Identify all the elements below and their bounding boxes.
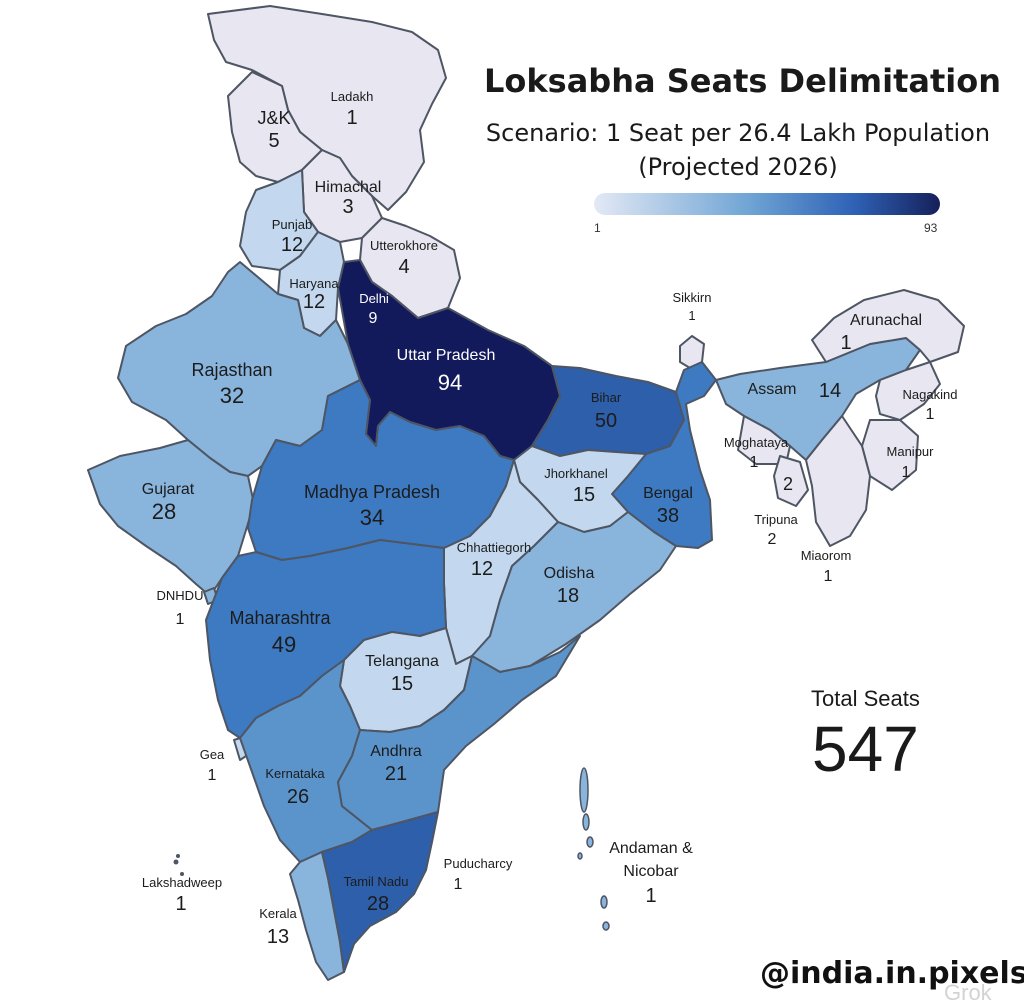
label-karnataka: Kernataka bbox=[265, 766, 325, 781]
state-bengal[interactable] bbox=[611, 361, 717, 549]
value-jk: 5 bbox=[268, 130, 279, 152]
label-bengal: Bengal bbox=[643, 485, 693, 502]
label-arunachal: Arunachal bbox=[850, 312, 922, 329]
label-odisha: Odisha bbox=[544, 565, 595, 582]
label-nagaland: Nagakind bbox=[903, 387, 958, 402]
label-delhi: Delhi bbox=[359, 291, 389, 306]
label-rajasthan: Rajasthan bbox=[191, 360, 272, 380]
label-meghalaya: Moghataya bbox=[724, 435, 789, 450]
label-andaman: Andaman & bbox=[609, 840, 693, 857]
state-nagaland[interactable] bbox=[875, 361, 941, 421]
value-bihar: 50 bbox=[595, 410, 617, 432]
author-handle: @india.in.pixels bbox=[760, 956, 1024, 991]
state-tripura[interactable] bbox=[773, 455, 809, 507]
subtitle-line-2: (Projected 2026) bbox=[638, 153, 838, 181]
label-himachal: Himachal bbox=[315, 179, 382, 196]
value-andhra: 21 bbox=[385, 763, 407, 785]
label-mizoram: Miaorom bbox=[801, 548, 852, 563]
watermark: Grok bbox=[944, 980, 992, 1005]
value-gujarat: 28 bbox=[152, 499, 176, 524]
value-manipur: 1 bbox=[902, 464, 911, 481]
value-meghalaya: 1 bbox=[750, 454, 759, 471]
value-puducherry: 1 bbox=[454, 876, 463, 893]
value-karnataka: 26 bbox=[287, 786, 309, 808]
value-odisha: 18 bbox=[557, 585, 579, 607]
value-assam: 14 bbox=[819, 380, 841, 402]
label-uttarakhand: Utterokhore bbox=[370, 238, 438, 253]
value-rajasthan: 32 bbox=[220, 383, 244, 408]
state-gujarat[interactable] bbox=[87, 439, 255, 597]
state-tamilnadu[interactable] bbox=[321, 811, 439, 973]
state-labels: Ladakh 1 J&K 5 Himachal 3 Punjab 12 Utte… bbox=[142, 89, 958, 948]
label-assam: Assam bbox=[748, 381, 797, 398]
label-haryana: Haryana bbox=[289, 276, 339, 291]
value-kerala: 13 bbox=[267, 926, 289, 948]
label-gujarat: Gujarat bbox=[142, 481, 195, 498]
value-tripura: 2 bbox=[768, 531, 777, 548]
label-jharkhand: Jhorkhanel bbox=[544, 466, 608, 481]
value-delhi: 9 bbox=[369, 310, 378, 327]
value-mizoram: 1 bbox=[824, 568, 833, 585]
value-tripura-map: 2 bbox=[783, 474, 793, 494]
lakshadweep-islands bbox=[173, 854, 184, 876]
value-bengal: 38 bbox=[657, 505, 679, 527]
label-maharashtra: Maharashtra bbox=[229, 608, 331, 628]
value-haryana: 12 bbox=[303, 291, 325, 313]
value-arunachal: 1 bbox=[840, 332, 851, 354]
label-goa: Gea bbox=[200, 747, 225, 762]
state-arunachal[interactable] bbox=[811, 289, 965, 363]
label-up: Uttar Pradesh bbox=[397, 347, 496, 364]
value-jharkhand: 15 bbox=[573, 484, 595, 506]
value-tamilnadu: 28 bbox=[367, 893, 389, 915]
label-jk: J&K bbox=[257, 108, 290, 128]
label-chhattisgarh: Chhattiegorh bbox=[457, 540, 531, 555]
state-andhra[interactable] bbox=[337, 635, 581, 831]
state-rajasthan[interactable] bbox=[117, 261, 361, 477]
state-odisha[interactable] bbox=[471, 511, 677, 673]
value-andaman: 1 bbox=[645, 885, 656, 907]
subtitle: Scenario: 1 Seat per 26.4 Lakh Populatio… bbox=[470, 116, 1006, 184]
value-goa: 1 bbox=[208, 767, 217, 784]
value-mp: 34 bbox=[360, 505, 384, 530]
legend-min-label: 1 bbox=[594, 221, 601, 235]
value-uttarakhand: 4 bbox=[398, 256, 409, 278]
total-seats-label: Total Seats bbox=[811, 686, 920, 711]
state-mizoram[interactable] bbox=[805, 415, 871, 547]
value-himachal: 3 bbox=[342, 196, 353, 218]
label-puducherry: Puducharcy bbox=[444, 856, 513, 871]
value-maharashtra: 49 bbox=[272, 632, 296, 657]
subtitle-line-1: Scenario: 1 Seat per 26.4 Lakh Populatio… bbox=[485, 119, 991, 147]
value-nagaland: 1 bbox=[926, 406, 935, 423]
total-seats-value: 547 bbox=[812, 713, 919, 785]
value-chhattisgarh: 12 bbox=[471, 558, 493, 580]
value-ladakh: 1 bbox=[346, 107, 357, 129]
label-andaman-2: Nicobar bbox=[623, 863, 679, 880]
value-telangana: 15 bbox=[391, 673, 413, 695]
value-lakshadweep: 1 bbox=[175, 893, 186, 915]
label-telangana: Telangana bbox=[365, 653, 439, 670]
label-lakshadweep: Lakshadweep bbox=[142, 875, 222, 890]
label-punjab: Punjab bbox=[272, 217, 312, 232]
color-scale-legend bbox=[594, 193, 940, 215]
value-dnhdd: 1 bbox=[176, 611, 185, 628]
legend-max-label: 93 bbox=[924, 221, 938, 235]
label-sikkim: Sikkirn bbox=[672, 290, 711, 305]
value-sikkim: 1 bbox=[688, 308, 695, 323]
label-andhra: Andhra bbox=[370, 743, 422, 760]
value-up: 94 bbox=[438, 370, 462, 395]
label-bihar: Bihar bbox=[591, 390, 622, 405]
andaman-nicobar-islands[interactable] bbox=[577, 767, 610, 931]
page-title: Loksabha Seats Delimitation bbox=[484, 62, 1001, 100]
label-kerala: Kerala bbox=[259, 906, 297, 921]
label-tamilnadu: Tamil Nadu bbox=[343, 874, 408, 889]
label-manipur: Manipur bbox=[887, 444, 935, 459]
value-punjab: 12 bbox=[281, 234, 303, 256]
label-ladakh: Ladakh bbox=[331, 89, 374, 104]
label-mp: Madhya Pradesh bbox=[304, 482, 440, 502]
label-dnhdd: DNHDU bbox=[157, 588, 204, 603]
label-tripura: Tripuna bbox=[754, 512, 798, 527]
